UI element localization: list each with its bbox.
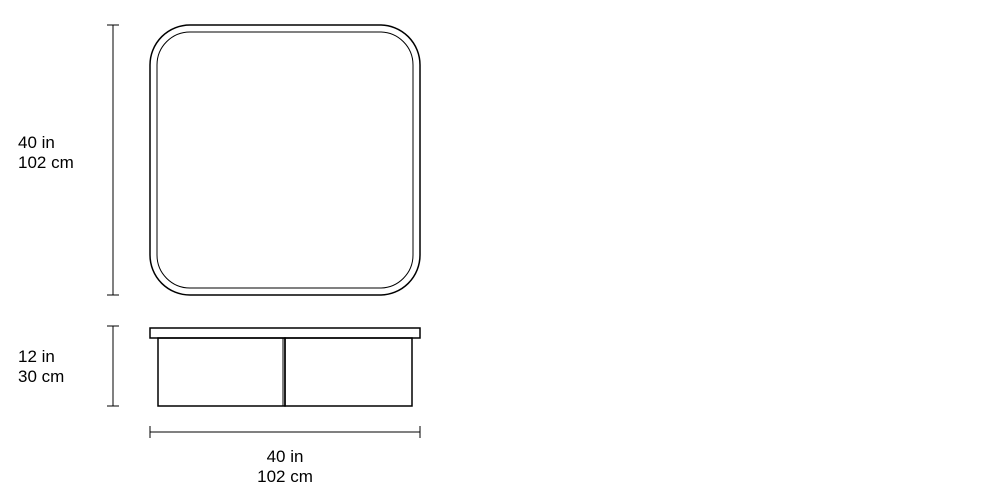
dim-width-bottom-imperial: 40 in <box>267 447 304 466</box>
dimension-diagram: 40 in 102 cm 12 in 30 cm 40 in 102 cm <box>0 0 1000 504</box>
dim-height-top-imperial: 40 in <box>18 133 55 152</box>
dim-width-bottom: 40 in 102 cm <box>150 426 420 486</box>
dim-height-side: 12 in 30 cm <box>18 326 119 406</box>
dim-height-top: 40 in 102 cm <box>18 25 119 295</box>
dim-width-bottom-metric: 102 cm <box>257 467 313 486</box>
top-view <box>150 25 420 295</box>
side-view <box>150 328 420 406</box>
dim-height-top-metric: 102 cm <box>18 153 74 172</box>
dim-height-side-imperial: 12 in <box>18 347 55 366</box>
dim-height-side-metric: 30 cm <box>18 367 64 386</box>
